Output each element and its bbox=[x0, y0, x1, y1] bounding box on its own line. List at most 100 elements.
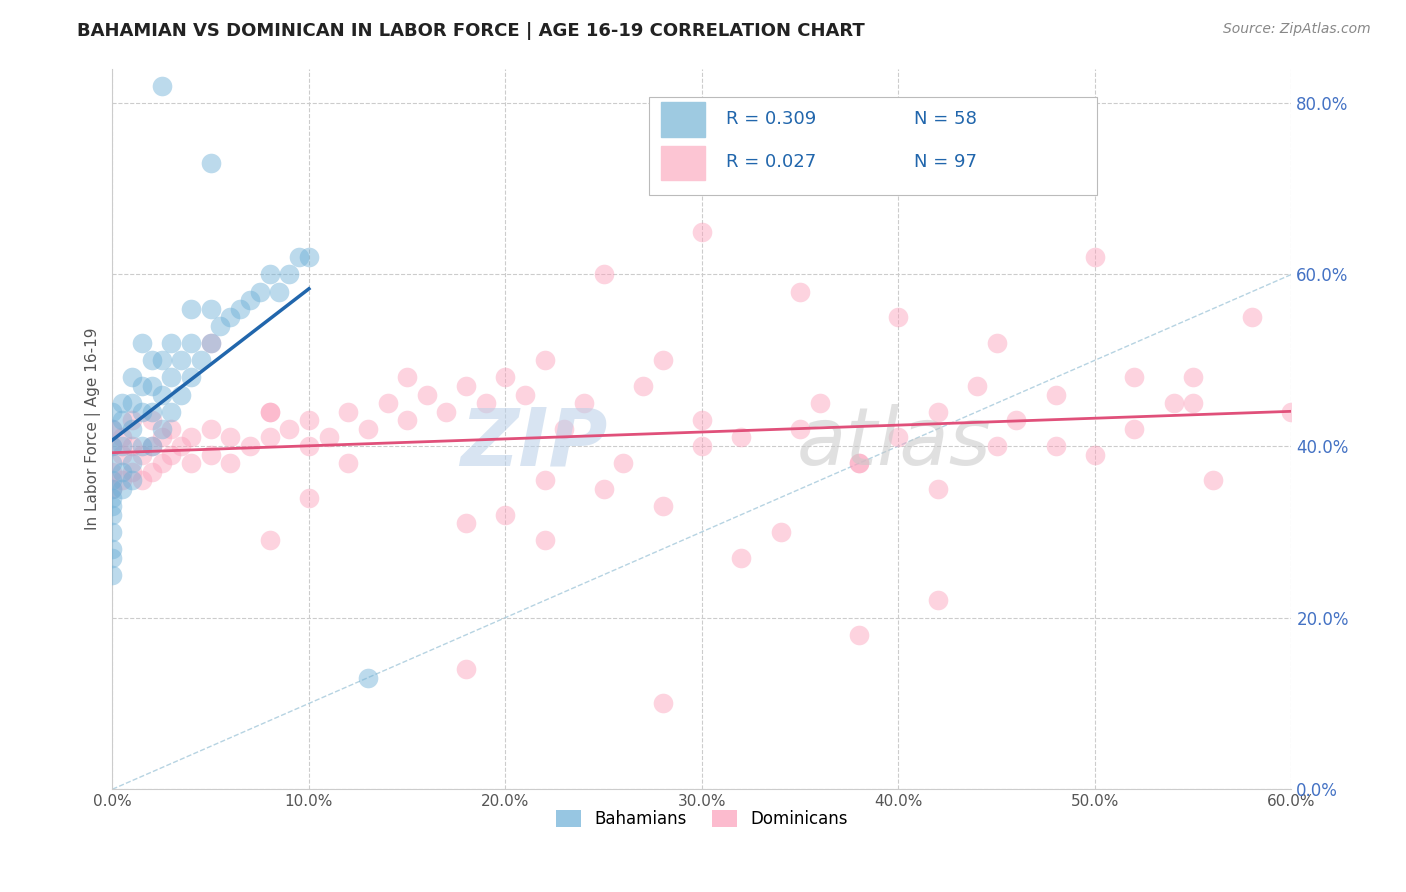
Point bbox=[337, 405, 360, 419]
Point bbox=[494, 370, 516, 384]
Point bbox=[553, 422, 575, 436]
Point bbox=[160, 405, 183, 419]
Point bbox=[1005, 413, 1028, 427]
Text: N = 58: N = 58 bbox=[914, 110, 977, 128]
Text: BAHAMIAN VS DOMINICAN IN LABOR FORCE | AGE 16-19 CORRELATION CHART: BAHAMIAN VS DOMINICAN IN LABOR FORCE | A… bbox=[77, 22, 865, 40]
Point bbox=[121, 396, 143, 410]
Legend: Bahamians, Dominicans: Bahamians, Dominicans bbox=[550, 804, 855, 835]
Point bbox=[131, 379, 153, 393]
Point bbox=[651, 697, 673, 711]
Point bbox=[141, 439, 163, 453]
Point bbox=[150, 387, 173, 401]
Point bbox=[111, 439, 134, 453]
Point bbox=[150, 353, 173, 368]
Point bbox=[318, 430, 340, 444]
Point bbox=[298, 491, 321, 505]
Point bbox=[456, 662, 478, 676]
Point bbox=[572, 396, 595, 410]
Point bbox=[101, 541, 124, 556]
Point bbox=[848, 456, 870, 470]
Point bbox=[180, 301, 202, 316]
Point bbox=[200, 422, 222, 436]
Point bbox=[131, 439, 153, 453]
Point bbox=[887, 430, 910, 444]
Point bbox=[101, 465, 124, 479]
Point bbox=[200, 301, 222, 316]
Point bbox=[436, 405, 458, 419]
Point bbox=[131, 336, 153, 351]
Point bbox=[141, 439, 163, 453]
Point bbox=[592, 482, 614, 496]
Point bbox=[150, 430, 173, 444]
Point bbox=[131, 405, 153, 419]
Point bbox=[690, 225, 713, 239]
Point bbox=[121, 439, 143, 453]
Point bbox=[808, 396, 831, 410]
Point bbox=[1045, 439, 1067, 453]
Point bbox=[101, 567, 124, 582]
Point bbox=[101, 491, 124, 505]
Point bbox=[160, 448, 183, 462]
Point bbox=[141, 379, 163, 393]
Point bbox=[121, 465, 143, 479]
Point bbox=[200, 448, 222, 462]
Text: R = 0.027: R = 0.027 bbox=[725, 153, 815, 171]
Bar bbox=[661, 145, 706, 180]
Point bbox=[690, 439, 713, 453]
Point bbox=[141, 465, 163, 479]
Point bbox=[180, 336, 202, 351]
Point bbox=[533, 474, 555, 488]
Point bbox=[1241, 310, 1264, 325]
Point bbox=[131, 474, 153, 488]
Point bbox=[131, 448, 153, 462]
Point bbox=[1123, 370, 1146, 384]
Point bbox=[150, 456, 173, 470]
Text: ZIP: ZIP bbox=[460, 404, 607, 483]
Point bbox=[298, 250, 321, 264]
Point bbox=[377, 396, 399, 410]
Point bbox=[121, 370, 143, 384]
Point bbox=[513, 387, 536, 401]
Point bbox=[1084, 250, 1107, 264]
Point bbox=[730, 550, 752, 565]
Point bbox=[298, 413, 321, 427]
Point bbox=[986, 439, 1008, 453]
Point bbox=[1182, 396, 1205, 410]
Point bbox=[111, 413, 134, 427]
Point bbox=[229, 301, 252, 316]
Point bbox=[101, 482, 124, 496]
Text: R = 0.309: R = 0.309 bbox=[725, 110, 815, 128]
Point bbox=[111, 465, 134, 479]
Point bbox=[259, 405, 281, 419]
Point bbox=[180, 456, 202, 470]
Point bbox=[475, 396, 498, 410]
Point bbox=[416, 387, 439, 401]
Point bbox=[121, 456, 143, 470]
Point bbox=[259, 430, 281, 444]
Point bbox=[219, 456, 242, 470]
Point bbox=[494, 508, 516, 522]
Point bbox=[730, 430, 752, 444]
Text: atlas: atlas bbox=[796, 404, 991, 483]
Point bbox=[789, 422, 811, 436]
Point bbox=[111, 396, 134, 410]
Point bbox=[1182, 370, 1205, 384]
Point bbox=[986, 336, 1008, 351]
Point bbox=[396, 413, 419, 427]
Point bbox=[101, 422, 124, 436]
Point bbox=[298, 439, 321, 453]
Point bbox=[101, 550, 124, 565]
Point bbox=[259, 405, 281, 419]
Point bbox=[111, 474, 134, 488]
Point bbox=[121, 413, 143, 427]
Point bbox=[927, 482, 949, 496]
Point bbox=[966, 379, 988, 393]
Point bbox=[396, 370, 419, 384]
Y-axis label: In Labor Force | Age 16-19: In Labor Force | Age 16-19 bbox=[86, 327, 101, 530]
Point bbox=[101, 439, 124, 453]
Point bbox=[337, 456, 360, 470]
Point bbox=[533, 353, 555, 368]
Point bbox=[769, 524, 792, 539]
Text: N = 97: N = 97 bbox=[914, 153, 977, 171]
Point bbox=[239, 439, 262, 453]
